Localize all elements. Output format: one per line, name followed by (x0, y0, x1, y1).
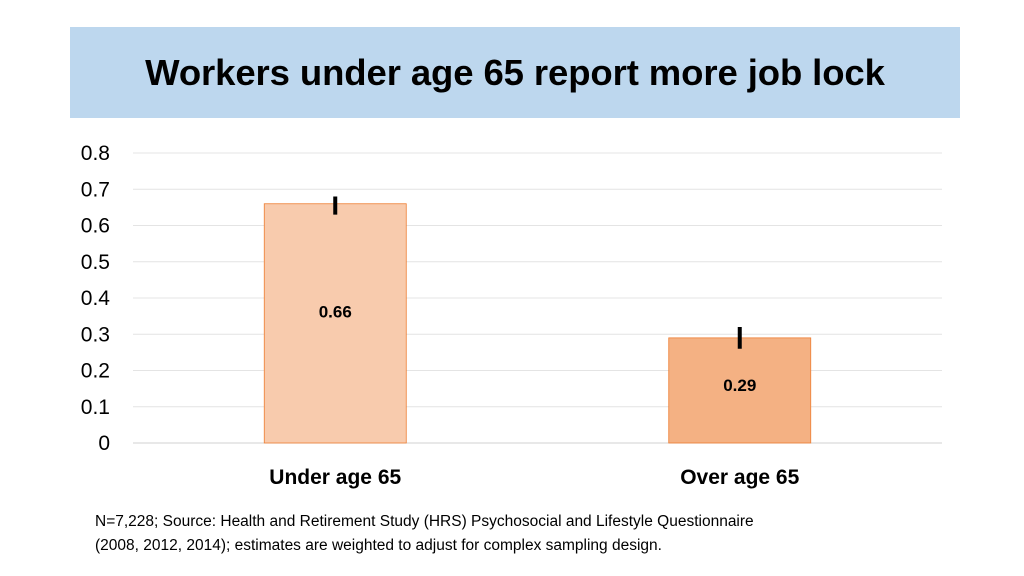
y-tick-label: 0.8 (81, 142, 110, 165)
category-label: Under age 65 (269, 466, 401, 489)
y-tick-label: 0.3 (81, 323, 110, 346)
bar (668, 337, 812, 444)
data-label: 0.29 (723, 376, 756, 395)
chart-title: Workers under age 65 report more job loc… (145, 51, 885, 93)
title-banner: Workers under age 65 report more job loc… (70, 27, 960, 118)
y-tick-label: 0.1 (81, 396, 110, 419)
category-label: Over age 65 (680, 466, 799, 489)
bar (263, 203, 407, 444)
data-labels: 0.66 0.29 (319, 302, 757, 395)
footnote-line-1: N=7,228; Source: Health and Retirement S… (95, 513, 754, 530)
y-tick-label: 0.5 (81, 251, 110, 274)
y-tick-label: 0.7 (81, 178, 110, 201)
error-bars (333, 196, 742, 349)
y-tick-label: 0.2 (81, 360, 110, 383)
gridlines (133, 152, 942, 444)
footnote-line-2: (2008, 2012, 2014); estimates are weight… (95, 537, 662, 554)
x-axis-categories: Under age 65 Over age 65 (269, 466, 799, 489)
bars (263, 203, 812, 444)
footnote: N=7,228; Source: Health and Retirement S… (95, 510, 955, 558)
y-tick-label: 0.6 (81, 215, 110, 238)
y-tick-label: 0 (98, 432, 110, 455)
y-tick-label: 0.4 (81, 287, 111, 310)
data-label: 0.66 (319, 302, 352, 321)
y-axis-ticks: 0 0.1 0.2 0.3 0.4 0.5 0.6 0.7 0.8 (81, 142, 111, 455)
